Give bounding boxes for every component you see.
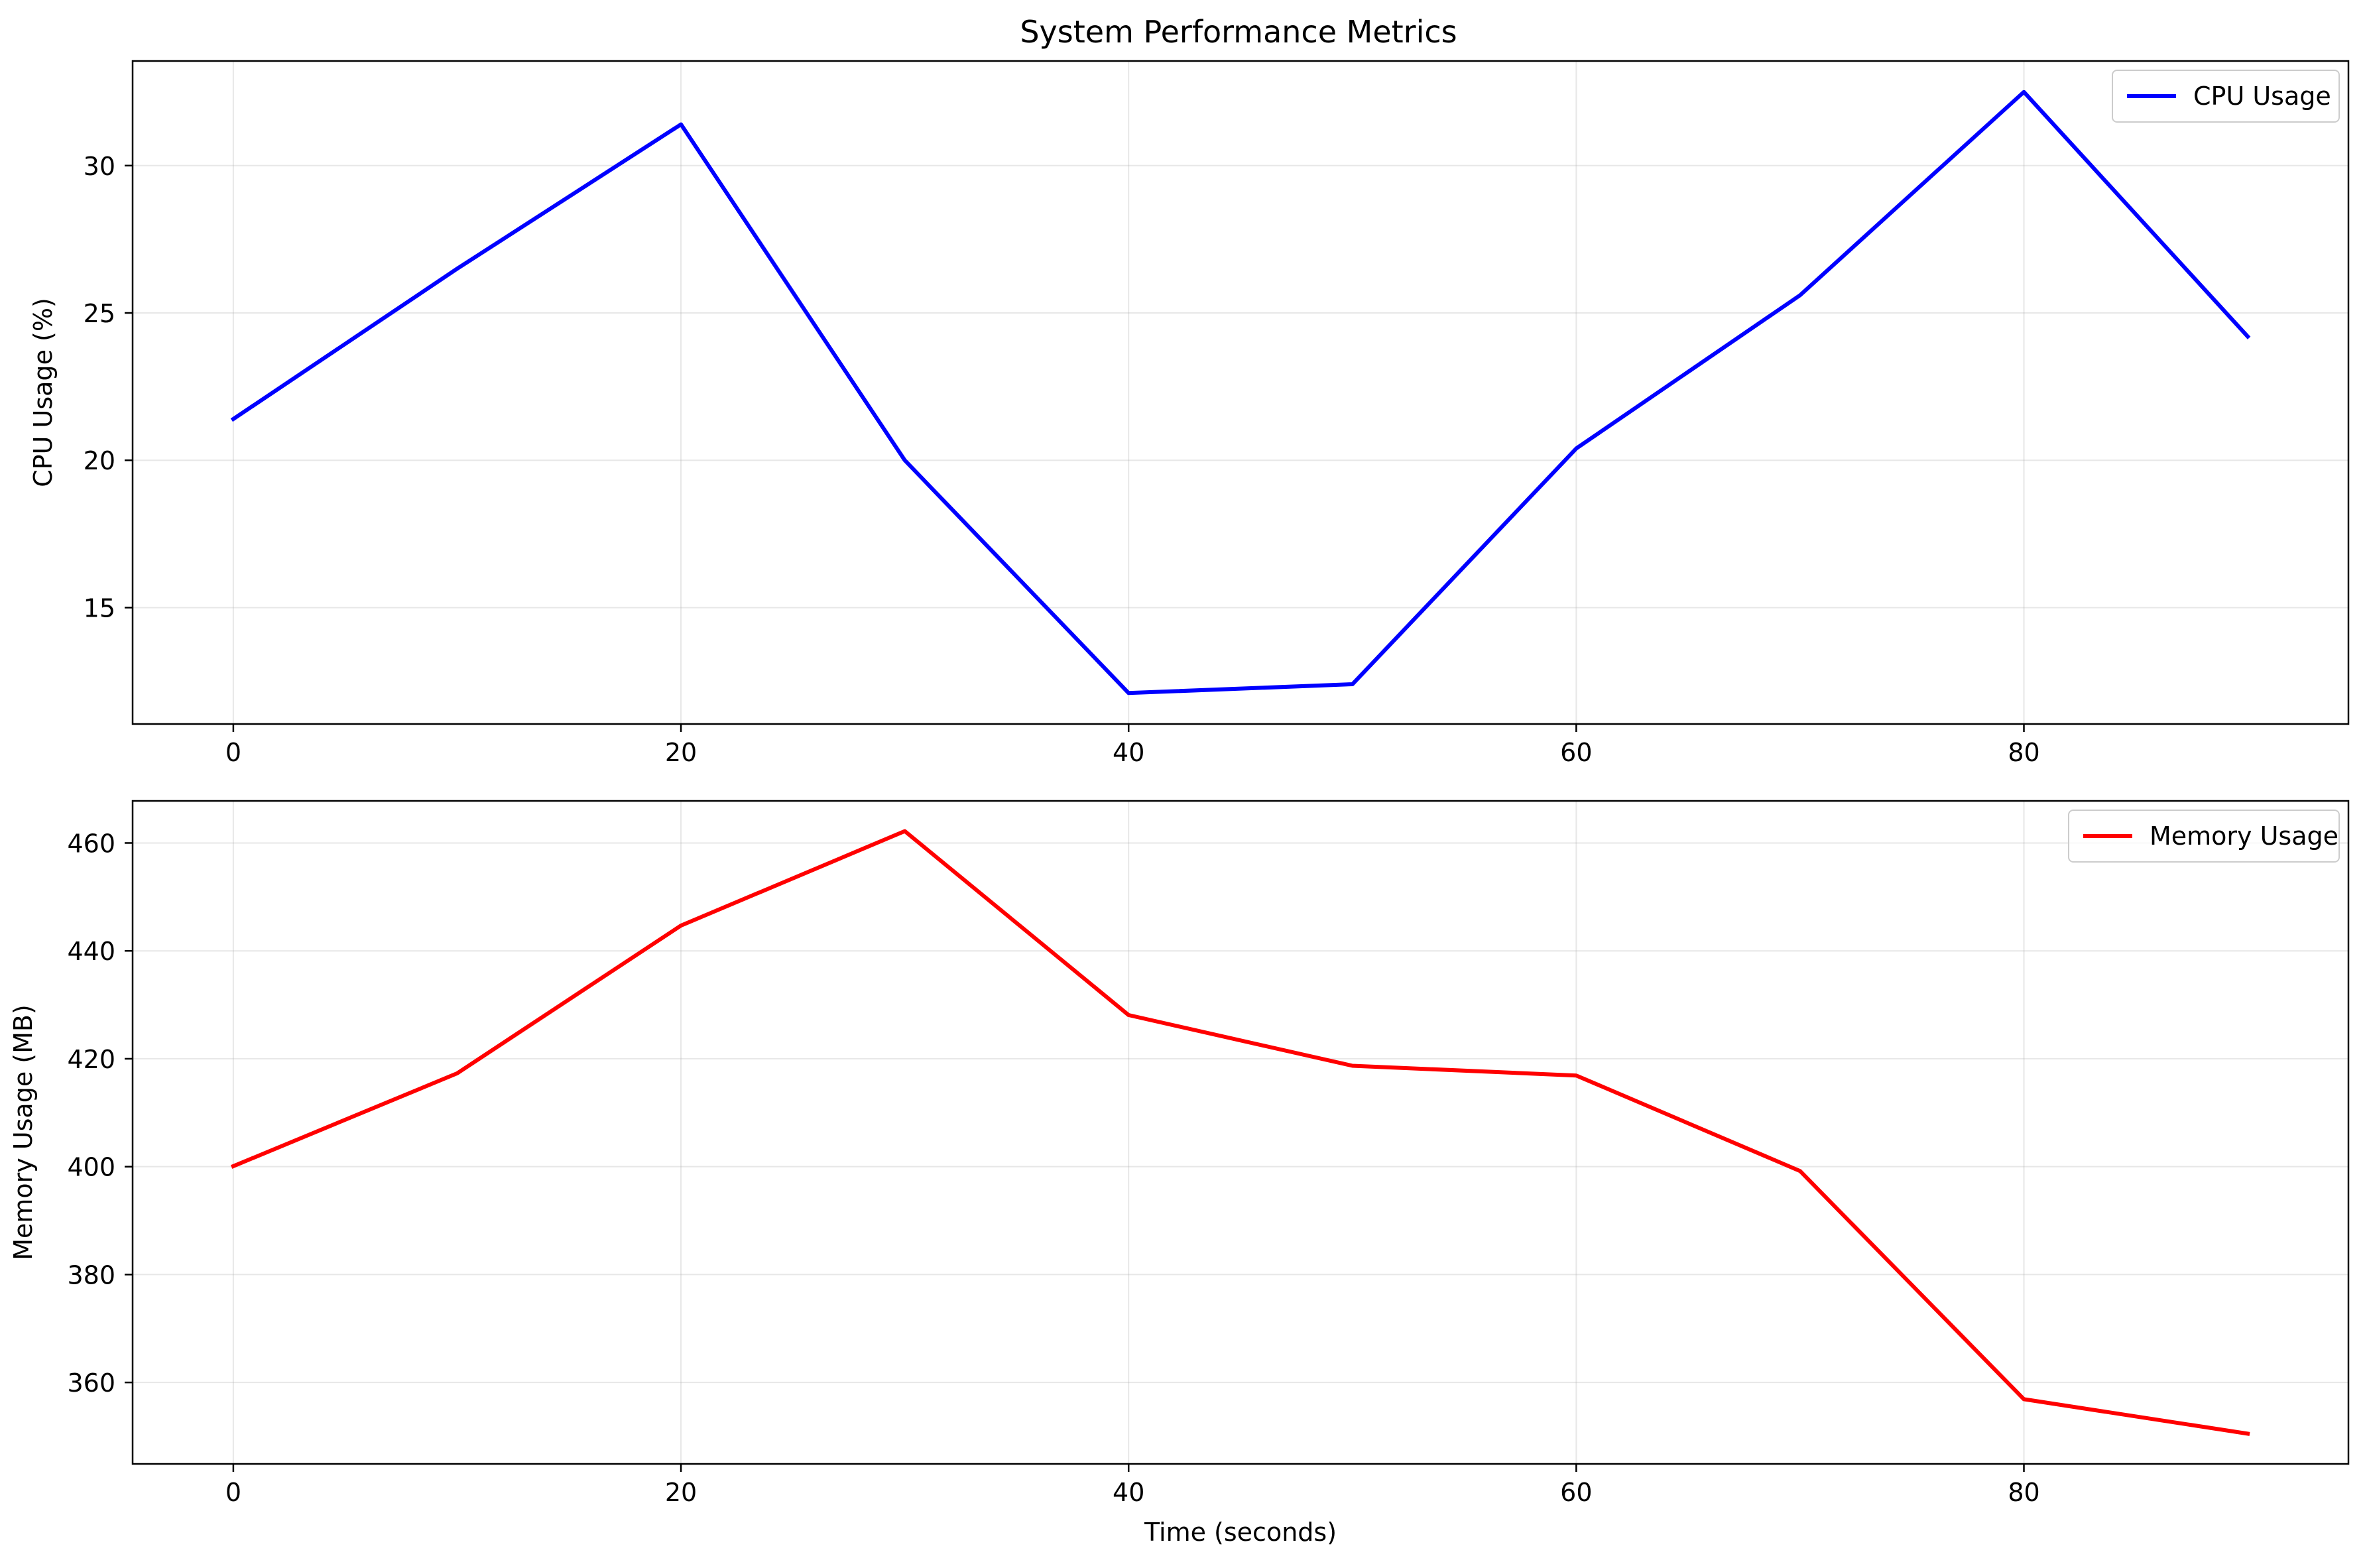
memory-legend: Memory Usage bbox=[2068, 810, 2340, 863]
memory-y-tick-label: 460 bbox=[67, 829, 115, 858]
cpu-y-tick-label: 15 bbox=[84, 593, 115, 623]
cpu-y-tick-label: 20 bbox=[84, 446, 115, 475]
cpu-y-tick-label: 30 bbox=[84, 152, 115, 181]
cpu-plot-frame bbox=[131, 60, 2350, 725]
memory-x-axis-label: Time (seconds) bbox=[1144, 1518, 1337, 1547]
memory-y-tick-label: 440 bbox=[67, 937, 115, 966]
cpu-x-tick-label: 40 bbox=[1113, 738, 1144, 767]
cpu-series-line bbox=[230, 90, 2251, 695]
memory-legend-box bbox=[2068, 810, 2340, 863]
memory-y-axis-label: Memory Usage (MB) bbox=[9, 1004, 38, 1260]
cpu-x-tick-label: 0 bbox=[225, 738, 241, 767]
cpu-legend-label: CPU Usage bbox=[2193, 82, 2331, 111]
cpu-y-axis-label: CPU Usage (%) bbox=[29, 298, 58, 487]
cpu-legend: CPU Usage bbox=[2112, 70, 2340, 123]
memory-y-tick-label: 360 bbox=[67, 1368, 115, 1398]
cpu-y-tick-label: 25 bbox=[84, 299, 115, 328]
figure-title: System Performance Metrics bbox=[1020, 14, 1457, 50]
cpu-legend-box bbox=[2112, 70, 2340, 123]
memory-x-tick-label: 0 bbox=[225, 1478, 241, 1507]
memory-series-line bbox=[230, 829, 2250, 1436]
memory-plot-frame bbox=[131, 800, 2350, 1465]
memory-usage-panel: 0 20 40 60 80 360 380 400 420 440 460 Memory Usage … bbox=[9, 800, 2350, 1547]
memory-x-tick-label: 40 bbox=[1113, 1478, 1144, 1507]
cpu-usage-panel: 0 20 40 60 80 15 20 25 30 CPU Usage (%) CPU Usage bbox=[29, 60, 2350, 767]
memory-x-tick-label: 60 bbox=[1560, 1478, 1592, 1507]
cpu-x-tick-label: 80 bbox=[2008, 738, 2039, 767]
memory-y-tick-label: 420 bbox=[67, 1045, 115, 1074]
memory-legend-label: Memory Usage bbox=[2150, 821, 2338, 851]
memory-y-tick-label: 400 bbox=[67, 1153, 115, 1182]
cpu-x-tick-label: 60 bbox=[1560, 738, 1592, 767]
cpu-x-tick-label: 20 bbox=[665, 738, 697, 767]
memory-x-tick-label: 80 bbox=[2008, 1478, 2039, 1507]
memory-x-tick-label: 20 bbox=[665, 1478, 697, 1507]
memory-y-tick-label: 380 bbox=[67, 1260, 115, 1290]
